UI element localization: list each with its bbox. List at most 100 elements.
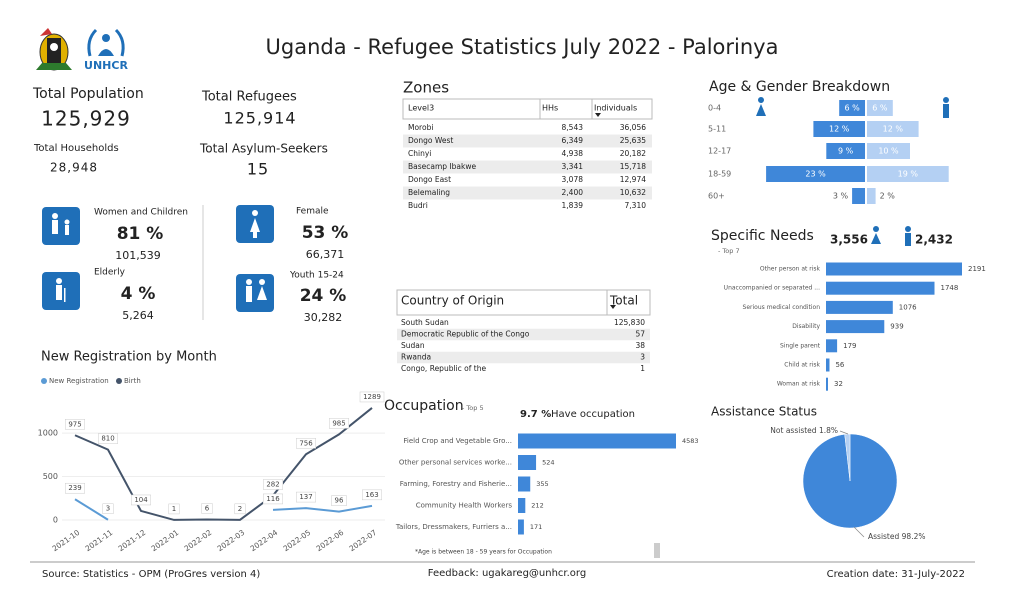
data-label: 6 %: [872, 104, 888, 113]
label-box: [234, 503, 246, 515]
data-label: 6: [205, 504, 210, 512]
bar: [826, 143, 865, 159]
kpi-label: Total Households: [33, 143, 119, 154]
label-box: [263, 493, 283, 505]
table-cell: Democratic Republic of the Congo: [401, 330, 530, 339]
category-label: Serious medical condition: [743, 304, 821, 311]
category-label: Unaccompanied or separated ...: [724, 285, 820, 292]
label-box: [168, 503, 180, 515]
data-label: 56: [835, 361, 844, 369]
label-box: [65, 419, 85, 430]
label-box: [131, 494, 151, 506]
data-label: 116: [266, 495, 280, 503]
table-cell: 36,056: [620, 123, 646, 132]
data-label: 179: [843, 342, 856, 350]
column-header: Individuals: [594, 104, 637, 113]
footer-feedback: Feedback: ugakareg@unhcr.org: [428, 568, 586, 579]
y-tick-label: 1000: [38, 429, 58, 438]
data-label: 163: [365, 491, 378, 499]
data-label: 32: [834, 380, 843, 388]
bar: [867, 121, 919, 137]
page-title: Uganda - Refugee Statistics July 2022 - …: [266, 35, 779, 59]
bar: [867, 188, 876, 204]
bar: [826, 358, 830, 372]
sort-arrow: [595, 113, 601, 117]
table-cell: 3,341: [562, 162, 584, 171]
group-count: 30,282: [304, 311, 343, 324]
slice-value: 1.8%: [819, 426, 838, 435]
category-label: 5-11: [708, 125, 726, 134]
label-box: [65, 482, 85, 494]
table-cell: Dongo West: [408, 136, 453, 145]
bar: [826, 300, 893, 314]
data-label: 1289: [363, 393, 381, 401]
kpi-value: 15: [247, 160, 269, 179]
y-tick-label: 0: [53, 516, 58, 525]
category-label: Single parent: [780, 342, 821, 349]
data-label: 939: [890, 323, 903, 331]
table-cell: Basecamp Ibakwe: [408, 162, 476, 171]
gender-total: 3,556: [830, 233, 868, 247]
data-label: 282: [266, 480, 279, 488]
table-cell: 20,182: [620, 149, 646, 158]
label-box: [329, 418, 349, 429]
data-label: 9 %: [838, 147, 854, 156]
table-cell: 3,078: [562, 175, 584, 184]
data-label: 96: [335, 497, 344, 505]
column-header: Country of Origin: [401, 294, 504, 308]
table-cell: Belemaling: [408, 188, 450, 197]
data-label: 2 %: [880, 192, 896, 201]
data-label: 2: [238, 505, 242, 513]
column-header: Level3: [408, 104, 434, 113]
bar: [826, 262, 962, 276]
category-label: 60+: [708, 192, 725, 201]
chart-title: Age & Gender Breakdown: [709, 79, 890, 95]
data-label: 1076: [899, 303, 917, 311]
coat-of-arms: [36, 28, 72, 71]
table-cell: 125,830: [614, 318, 645, 327]
kpi-value: 125,914: [223, 109, 296, 128]
table-cell: 8,543: [562, 123, 584, 132]
category-label: Other person at risk: [760, 266, 821, 273]
series-line: [74, 407, 373, 521]
category-label: Woman at risk: [777, 381, 821, 388]
label-box: [331, 495, 347, 506]
legend-swatch: [41, 378, 47, 384]
table-cell: Morobi: [408, 123, 433, 132]
row-band: [403, 186, 652, 200]
data-label: 985: [332, 419, 345, 427]
bar: [852, 188, 865, 204]
chart-subtitle: - Top 5: [462, 404, 484, 412]
group-percent: 24 %: [300, 286, 347, 306]
label-box: [201, 503, 213, 514]
bar: [826, 281, 935, 295]
column-header: HHs: [542, 104, 558, 113]
data-label: 810: [101, 435, 114, 443]
data-label: 3: [106, 505, 110, 513]
category-label: 12-17: [708, 147, 731, 156]
leader-line: [839, 430, 849, 435]
slice-value: 98.2%: [902, 532, 926, 541]
bar: [867, 100, 893, 116]
data-label: 2191: [968, 265, 986, 273]
unhcr-logo: [87, 28, 125, 57]
data-label: 3 %: [833, 192, 849, 201]
bar: [839, 100, 865, 116]
table-cell: 15,718: [620, 162, 646, 171]
label-box: [359, 391, 385, 403]
group-count: 66,371: [306, 248, 345, 261]
label-box: [296, 491, 316, 503]
bar: [826, 377, 828, 391]
table-cell: 10,632: [620, 188, 646, 197]
data-label: 23 %: [805, 170, 826, 179]
bar: [766, 166, 865, 182]
leader-line: [853, 526, 865, 538]
data-label: 104: [134, 496, 148, 504]
label-box: [102, 503, 114, 514]
data-label: 12 %: [829, 125, 850, 134]
chart-title: Occupation: [384, 398, 464, 414]
chart-title: New Registration by Month: [41, 350, 217, 365]
y-tick-label: 500: [43, 472, 58, 481]
slice-label: Not assisted 1.8%: [770, 426, 838, 435]
